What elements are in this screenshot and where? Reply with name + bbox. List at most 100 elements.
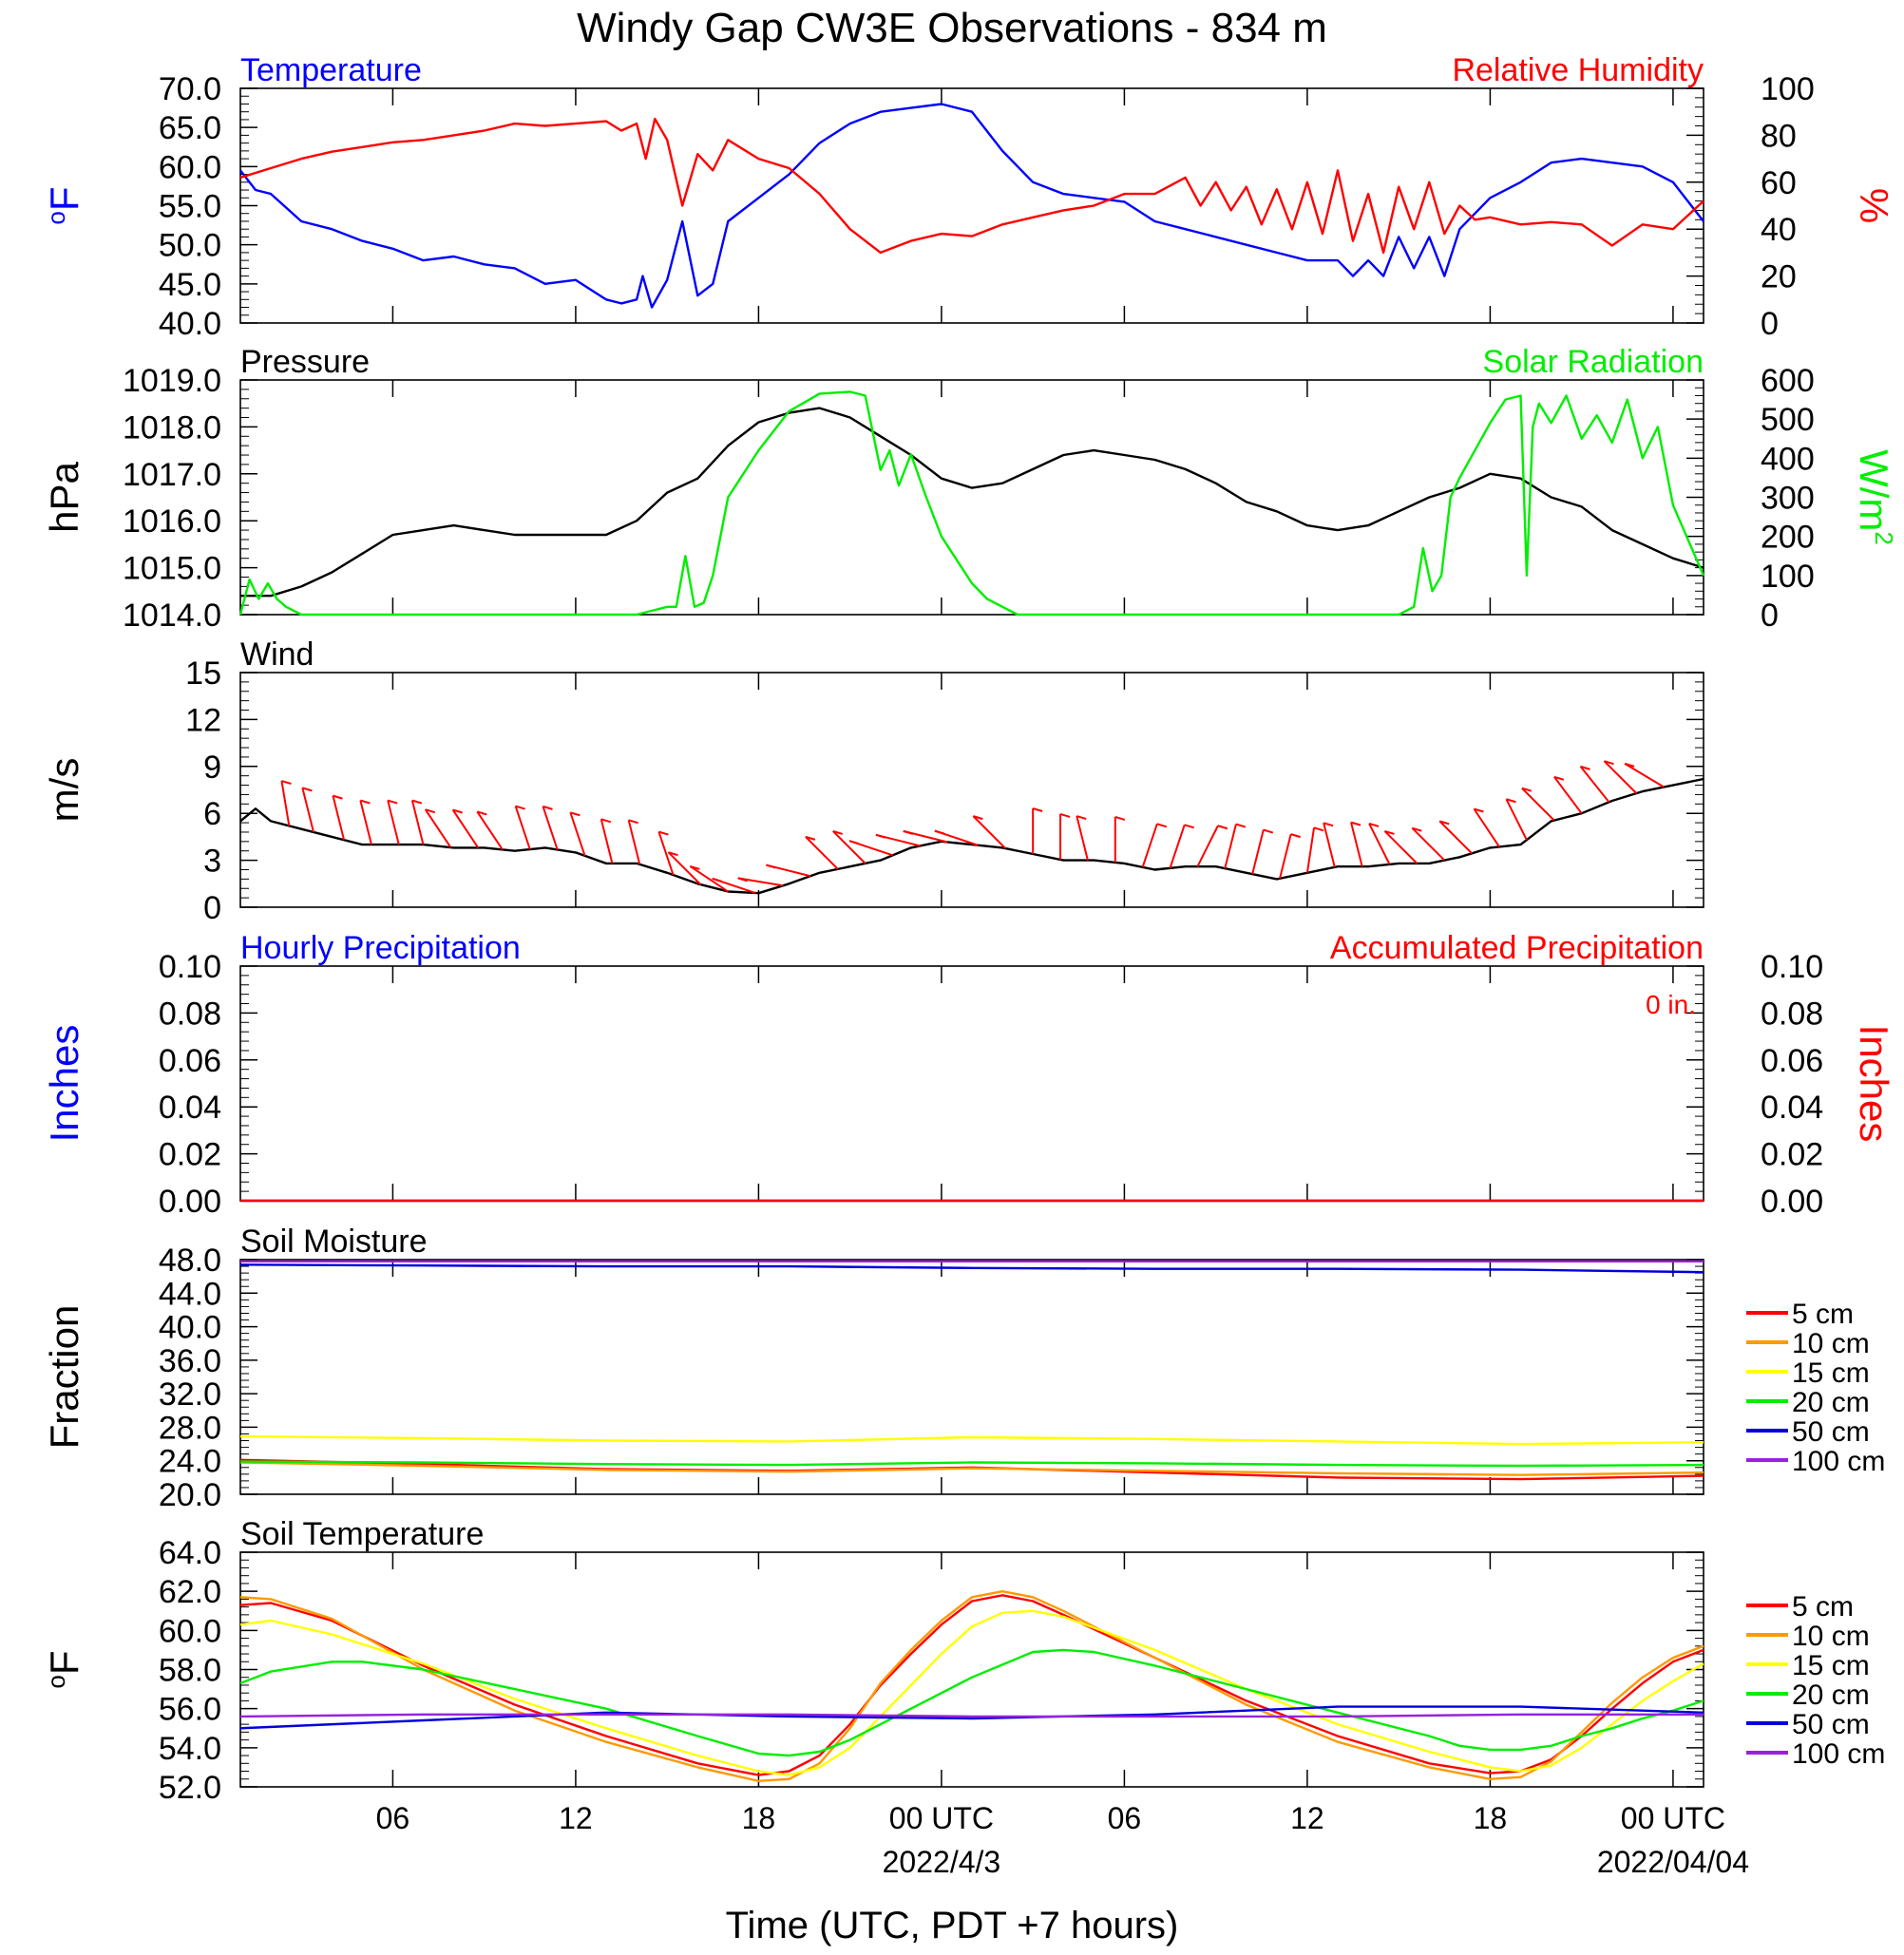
wind-barb (934, 829, 979, 846)
precip-total-label: 0 in. (1646, 990, 1696, 1019)
y-tick-label-right: 200 (1761, 520, 1815, 556)
wind-barb (476, 810, 504, 850)
wind-barb (1438, 820, 1473, 855)
wind-barb (424, 808, 452, 848)
wind-barb (737, 877, 784, 887)
wind-barb (1383, 829, 1418, 864)
y-axis-title-left: oF (42, 1650, 86, 1688)
wind-barb (1141, 823, 1168, 868)
y-tick-label-right: 0.00 (1761, 1184, 1823, 1220)
x-date-label: 2022/04/04 (1597, 1845, 1749, 1879)
y-tick-label-right: 300 (1761, 481, 1815, 517)
wind-barb (1196, 825, 1228, 867)
y-tick-label-left: 1014.0 (123, 598, 221, 634)
wind-barb (832, 829, 866, 864)
y-axis-title-left: oF (42, 186, 86, 224)
y-tick-label-right: 100 (1761, 71, 1815, 107)
y-tick-label-left: 58.0 (159, 1653, 221, 1689)
wind-barb (875, 833, 921, 847)
legend-label: 100 cm (1792, 1738, 1885, 1770)
series-line-100-cm (239, 1713, 1704, 1718)
wind-barb (569, 811, 586, 857)
figure-title: Windy Gap CW3E Observations - 834 m (577, 5, 1327, 51)
x-tick-label: 12 (559, 1801, 593, 1835)
wind-barb (301, 787, 314, 833)
wind-barb (1076, 815, 1089, 861)
wind-barb (600, 818, 614, 864)
y-tick-label-left: 0 (203, 890, 221, 926)
y-tick-label-left: 60.0 (159, 149, 221, 185)
wind-barb (972, 815, 1006, 849)
y-tick-label-left: 52.0 (159, 1770, 221, 1806)
y-tick-label-right: 0.10 (1761, 949, 1823, 985)
y-tick-label-left: 1016.0 (123, 503, 221, 540)
wind-barb (1032, 807, 1043, 855)
y-tick-label-left: 0.06 (159, 1043, 221, 1079)
y-tick-label-left: 1019.0 (123, 363, 221, 399)
y-tick-label-left: 0.08 (159, 996, 221, 1032)
y-tick-label-left: 0.00 (159, 1184, 221, 1220)
panel-title-left: Temperature (240, 52, 422, 88)
legend-label: 10 cm (1792, 1621, 1870, 1652)
y-tick-label-right: 500 (1761, 402, 1815, 438)
wind-barb (514, 805, 531, 850)
y-tick-label-left: 56.0 (159, 1692, 221, 1728)
y-tick-label-left: 0.10 (159, 949, 221, 985)
y-tick-label-right: 0.08 (1761, 996, 1823, 1032)
y-tick-label-left: 40.0 (159, 1310, 221, 1346)
series-line-wind (239, 777, 1704, 895)
y-tick-label-right: 0.06 (1761, 1043, 1823, 1079)
wind-barb (1579, 765, 1610, 803)
plot-frame (239, 965, 1704, 1202)
wind-barb (1521, 787, 1555, 822)
y-tick-label-right: 40 (1761, 212, 1797, 248)
y-tick-label-left: 1018.0 (123, 409, 221, 446)
y-tick-label-left: 3 (203, 844, 221, 880)
y-tick-label-right: 0.02 (1761, 1137, 1823, 1173)
y-axis-title-left: Inches (42, 1025, 86, 1143)
x-date-label: 2022/4/3 (883, 1845, 1001, 1879)
y-axis-title-right: % (1852, 188, 1896, 223)
y-tick-label-left: 55.0 (159, 189, 221, 225)
y-tick-label-left: 36.0 (159, 1343, 221, 1379)
y-tick-label-left: 15 (185, 655, 221, 692)
wind-barb (332, 794, 346, 841)
y-axis-title-left: m/s (42, 758, 86, 823)
panel-pressure-solar: 1014.0 1015.0 1016.0 1017.0 1018.0 1019.0 0100… (42, 344, 1898, 634)
wind-barb (1603, 760, 1638, 794)
wind-barb (1169, 824, 1195, 869)
wind-barb (410, 799, 425, 845)
wind-barb (1505, 798, 1528, 841)
wind-barb (848, 840, 893, 857)
plot-frame (239, 1551, 1704, 1788)
y-tick-label-left: 24.0 (159, 1444, 221, 1480)
series-line-temperature (239, 103, 1704, 309)
y-tick-label-left: 40.0 (159, 306, 221, 342)
wind-barb (451, 808, 480, 848)
x-tick-label: 06 (1108, 1801, 1142, 1835)
wind-barb (1368, 822, 1391, 865)
y-tick-label-left: 9 (203, 750, 221, 786)
series-line-15-cm (239, 1609, 1704, 1776)
plot-frame (239, 379, 1704, 616)
wind-barb (1059, 812, 1071, 860)
series-line-solar-radiation (238, 390, 1705, 617)
y-axis-title-left: hPa (42, 461, 86, 532)
wind-barb (1224, 823, 1247, 869)
x-tick-label: 18 (742, 1801, 776, 1835)
series-line-20-cm (239, 1460, 1704, 1468)
legend-label: 20 cm (1792, 1387, 1870, 1418)
legend-label: 15 cm (1792, 1650, 1870, 1681)
series-line-pressure (240, 407, 1704, 598)
panel-title-right: Relative Humidity (1452, 52, 1704, 88)
x-tick-label: 00 UTC (889, 1801, 994, 1835)
y-tick-label-right: 20 (1761, 259, 1797, 295)
legend-label: 5 cm (1792, 1591, 1854, 1623)
y-axis-title-left: Fraction (42, 1305, 86, 1450)
series-line-relative-humidity (239, 117, 1704, 255)
wind-barb (1114, 815, 1126, 863)
legend-label: 15 cm (1792, 1357, 1870, 1389)
legend-label: 20 cm (1792, 1680, 1870, 1711)
